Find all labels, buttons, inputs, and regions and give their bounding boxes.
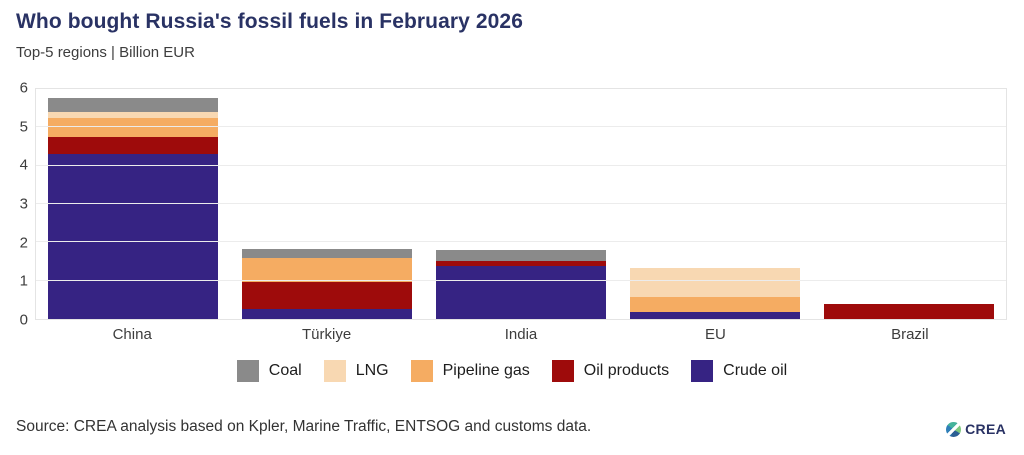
legend-item: Oil products [551,360,670,382]
plot-area [35,88,1007,320]
bar-eu [630,268,800,319]
bar-segment [242,308,412,319]
legend-label: Coal [268,362,302,379]
chart-subtitle: Top-5 regions | Billion EUR [16,44,195,61]
bar-slot [424,89,618,319]
y-tick-label: 0 [19,311,28,329]
crea-logo-icon [946,421,962,437]
bar-türkiye [242,249,412,319]
legend-swatch [236,360,259,382]
legend-label: Pipeline gas [442,362,530,379]
gridline [36,241,1006,243]
bar-segment [48,97,218,112]
source-note: Source: CREA analysis based on Kpler, Ma… [16,418,592,435]
bar-segment [242,257,412,283]
y-tick-label: 2 [19,234,28,252]
legend-label: Oil products [583,362,670,379]
bar-segment [630,311,800,319]
x-tick-label: China [112,326,152,343]
y-tick-label: 5 [19,118,28,136]
legend-label: LNG [355,362,389,379]
bar-segment [48,136,218,154]
bar-slot [230,89,424,319]
y-tick-label: 6 [19,79,28,97]
bar-segment [242,282,412,309]
crea-logo: CREA [946,421,1006,437]
gridline [36,126,1006,128]
y-tick-label: 3 [19,195,28,213]
bar-segment [48,153,218,319]
gridline [36,164,1006,166]
bar-segment [436,249,606,262]
bar-segment [630,296,800,312]
bars-container [36,89,1006,319]
bar-segment [436,266,606,319]
gridline [36,279,1006,281]
bar-segment [242,249,412,258]
bar-segment [630,268,800,297]
bar-brazil [824,303,994,319]
bar-segment [436,261,606,267]
legend-item: Pipeline gas [410,360,530,382]
bar-india [436,249,606,319]
gridline [36,203,1006,204]
y-tick-label: 4 [19,156,28,174]
y-tick-label: 1 [19,272,28,290]
x-tick-label: EU [705,326,726,343]
legend-item: Coal [236,360,302,382]
bar-segment [48,111,218,118]
x-tick-label: Brazil [891,326,929,343]
bar-segment [824,303,994,319]
legend-label: Crude oil [723,362,788,379]
bar-slot [36,89,230,319]
legend: Coal LNG Pipeline gas Oil products Crude oil [0,360,1024,382]
chart-title: Who bought Russia's fossil fuels in Febr… [16,10,523,33]
bar-slot [812,89,1006,319]
legend-swatch [691,360,714,382]
legend-swatch [323,360,346,382]
x-axis: China Türkiye India EU Brazil [35,326,1007,343]
x-tick-label: Türkiye [302,326,352,343]
legend-item: Crude oil [691,360,787,382]
bar-china [48,97,218,319]
y-axis: 0 1 2 3 4 5 6 [0,80,28,329]
legend-item: LNG [323,360,389,382]
crea-logo-text: CREA [965,421,1006,437]
legend-swatch [410,360,433,382]
x-tick-label: India [504,326,538,343]
bar-slot [618,89,812,319]
legend-swatch [551,360,574,382]
